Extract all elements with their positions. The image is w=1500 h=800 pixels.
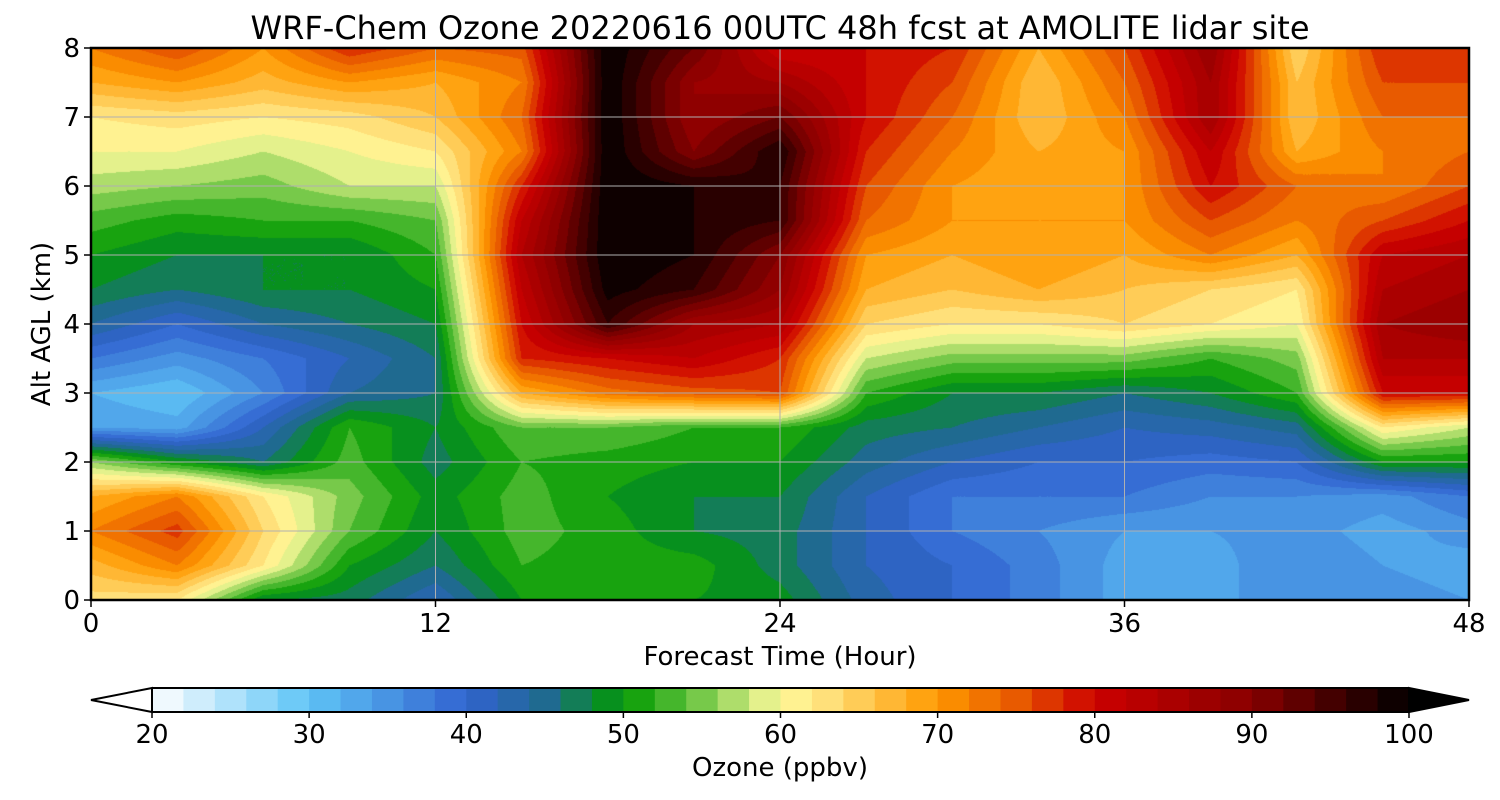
colorbar-segment: [434, 688, 467, 712]
colorbar-segment: [1157, 688, 1190, 712]
y-axis: 0 1 2 3 4 5 6 7 8: [63, 34, 91, 616]
colorbar-segment: [811, 688, 844, 712]
y-tick-label: 5: [63, 241, 80, 271]
y-tick-label: 0: [63, 586, 80, 616]
grid-lines: [91, 48, 1469, 600]
colorbar-segment: [497, 688, 530, 712]
colorbar-segment: [466, 688, 499, 712]
colorbar-segment: [403, 688, 436, 712]
x-axis-label: Forecast Time (Hour): [643, 642, 916, 672]
colorbar-tick-label: 50: [607, 720, 640, 750]
colorbar-ticks: 20 30 40 50 60 70 80 90 100: [135, 712, 1434, 750]
y-tick-label: 8: [63, 34, 80, 64]
colorbar-segment: [560, 688, 593, 712]
colorbar-tick-label: 80: [1078, 720, 1111, 750]
colorbar-extend-max: [1408, 686, 1470, 714]
colorbar-segment: [874, 688, 907, 712]
colorbar-segment: [529, 688, 562, 712]
colorbar-segment: [183, 688, 216, 712]
colorbar-segment: [277, 688, 310, 712]
colorbar-tick-label: 40: [450, 720, 483, 750]
colorbar-tick-label: 20: [135, 720, 168, 750]
colorbar-segment: [686, 688, 719, 712]
colorbar-segment: [717, 688, 750, 712]
y-tick-label: 2: [63, 448, 80, 478]
colorbar-segment: [1314, 688, 1347, 712]
colorbar-segment: [214, 688, 247, 712]
colorbar-segment: [1031, 688, 1064, 712]
y-tick-label: 1: [63, 517, 80, 547]
colorbar-segment: [152, 688, 185, 712]
x-tick-label: 36: [1108, 609, 1141, 639]
colorbar-label: Ozone (ppbv): [692, 753, 868, 783]
colorbar-segment: [1346, 688, 1379, 712]
colorbar-tick-label: 70: [921, 720, 954, 750]
colorbar-segment: [246, 688, 279, 712]
colorbar-tick-label: 90: [1235, 720, 1268, 750]
x-tick-label: 0: [83, 609, 100, 639]
colorbar-tick-label: 60: [764, 720, 797, 750]
x-axis: 0 12 24 36 48: [83, 600, 1486, 639]
x-tick-label: 12: [419, 609, 452, 639]
chart-title: WRF-Chem Ozone 20220616 00UTC 48h fcst a…: [250, 9, 1309, 47]
colorbar-segment: [1283, 688, 1316, 712]
colorbar-segment: [1063, 688, 1096, 712]
colorbar-segment: [937, 688, 970, 712]
colorbar-segment: [1251, 688, 1284, 712]
y-axis-label: Alt AGL (km): [27, 242, 57, 406]
colorbar-segment: [1377, 688, 1410, 712]
colorbar-segment: [371, 688, 404, 712]
colorbar-segment: [654, 688, 687, 712]
colorbar-segment: [780, 688, 813, 712]
y-tick-label: 7: [63, 103, 80, 133]
colorbar-tick-label: 100: [1384, 720, 1434, 750]
colorbar-segment: [309, 688, 342, 712]
x-tick-label: 48: [1452, 609, 1485, 639]
colorbar-extend-min: [90, 686, 153, 714]
colorbar: [90, 686, 1470, 714]
colorbar-segment: [1126, 688, 1159, 712]
colorbar-segment: [906, 688, 939, 712]
colorbar-tick-label: 30: [293, 720, 326, 750]
colorbar-segment: [1220, 688, 1253, 712]
colorbar-segment: [1094, 688, 1127, 712]
colorbar-segment: [1189, 688, 1222, 712]
colorbar-segment: [749, 688, 782, 712]
colorbar-segment: [969, 688, 1002, 712]
y-tick-label: 6: [63, 172, 80, 202]
colorbar-segment: [591, 688, 624, 712]
x-tick-label: 24: [763, 609, 796, 639]
colorbar-segment: [623, 688, 656, 712]
colorbar-segment: [1000, 688, 1033, 712]
y-tick-label: 4: [63, 310, 80, 340]
colorbar-segment: [843, 688, 876, 712]
colorbar-segment: [340, 688, 373, 712]
y-tick-label: 3: [63, 379, 80, 409]
